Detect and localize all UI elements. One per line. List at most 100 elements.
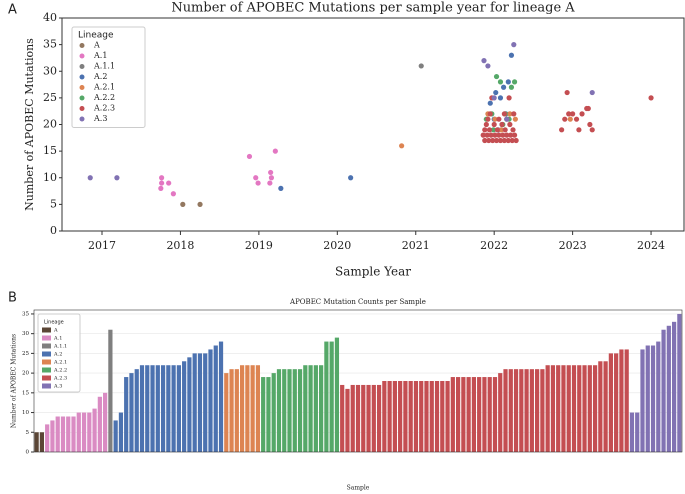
point: [509, 137, 515, 144]
point: [499, 121, 505, 128]
bar: [387, 381, 392, 452]
bar: [329, 341, 334, 452]
bar: [87, 412, 92, 452]
bar: [419, 381, 424, 452]
panel-label: A: [8, 3, 17, 18]
point: [493, 137, 500, 144]
point: [159, 180, 165, 186]
bar: [571, 365, 577, 452]
point: [508, 52, 515, 58]
bar: [434, 381, 440, 452]
bar: [171, 365, 176, 452]
bar: [545, 365, 550, 452]
bar: [345, 388, 350, 452]
legend-swatch: [79, 106, 85, 111]
point: [490, 127, 496, 133]
legend-label: A.2.2: [53, 368, 67, 374]
bar: [319, 365, 324, 452]
bar: [382, 381, 387, 452]
point: [508, 84, 515, 90]
point: [511, 111, 517, 117]
point: [480, 132, 486, 138]
y-tick-label: 35: [43, 38, 57, 51]
x-axis-label: Sample: [347, 485, 370, 492]
bar: [487, 377, 492, 452]
point: [510, 127, 516, 133]
bar: [577, 365, 582, 452]
point: [170, 191, 176, 197]
bar: [556, 365, 561, 452]
x-tick-label: 2019: [245, 239, 273, 252]
bar: [297, 369, 303, 452]
bar: [424, 381, 429, 452]
point: [562, 116, 568, 122]
point: [501, 137, 507, 144]
legend-swatch: [42, 375, 51, 381]
bar: [598, 361, 603, 452]
bar: [234, 369, 239, 452]
bar: [350, 384, 355, 452]
y-axis-label: Number of APOBEC Mutations: [23, 38, 36, 211]
y-tick-label: 20: [43, 118, 57, 131]
point: [564, 89, 570, 96]
bar: [60, 416, 66, 452]
legend-label: A.2.1: [93, 83, 115, 92]
y-tick-label: 25: [43, 91, 57, 104]
point: [87, 175, 93, 181]
bar: [592, 365, 598, 452]
bar: [134, 369, 139, 452]
bar: [255, 365, 261, 452]
bar: [92, 408, 97, 452]
bar: [50, 420, 55, 452]
bar: [508, 369, 513, 452]
y-tick-label: 25: [22, 351, 29, 357]
point: [559, 127, 565, 133]
bar: [429, 381, 434, 452]
bar: [566, 365, 571, 452]
point: [348, 175, 354, 181]
legend-label: A: [53, 328, 58, 334]
point: [511, 42, 517, 48]
bar: [239, 365, 245, 452]
bar: [266, 377, 271, 452]
point: [491, 121, 497, 128]
y-tick-label: 20: [22, 371, 29, 377]
bar: [477, 377, 482, 452]
chart-title: Number of APOBEC Mutations per sample ye…: [171, 1, 575, 16]
point: [487, 111, 493, 117]
point: [278, 185, 284, 191]
bar: [76, 412, 81, 452]
bar: [398, 381, 403, 452]
x-tick-label: 2023: [559, 239, 587, 252]
y-tick-label: 0: [50, 224, 57, 237]
bar: [376, 384, 382, 452]
legend-label: A.1: [53, 336, 62, 342]
bar: [587, 365, 592, 452]
bar: [71, 416, 76, 452]
point: [488, 132, 494, 138]
point: [570, 111, 576, 117]
bar: [340, 384, 345, 452]
bar: [229, 369, 234, 452]
bar: [677, 313, 682, 452]
point: [484, 132, 490, 138]
point: [648, 95, 654, 101]
legend-swatch: [42, 383, 51, 389]
legend-swatch: [79, 53, 85, 59]
bar: [218, 341, 224, 452]
point: [485, 63, 491, 69]
point: [508, 132, 514, 138]
bar: [145, 365, 150, 452]
bar: [308, 365, 313, 452]
bar: [561, 365, 566, 452]
legend-box: [71, 26, 146, 128]
point: [506, 95, 512, 101]
x-axis-label: Sample Year: [335, 265, 411, 279]
point: [505, 137, 511, 144]
point: [253, 175, 259, 181]
point: [197, 201, 203, 207]
bar: [666, 325, 671, 452]
legend-swatch: [42, 327, 51, 333]
legend-label: A.1: [93, 51, 107, 60]
